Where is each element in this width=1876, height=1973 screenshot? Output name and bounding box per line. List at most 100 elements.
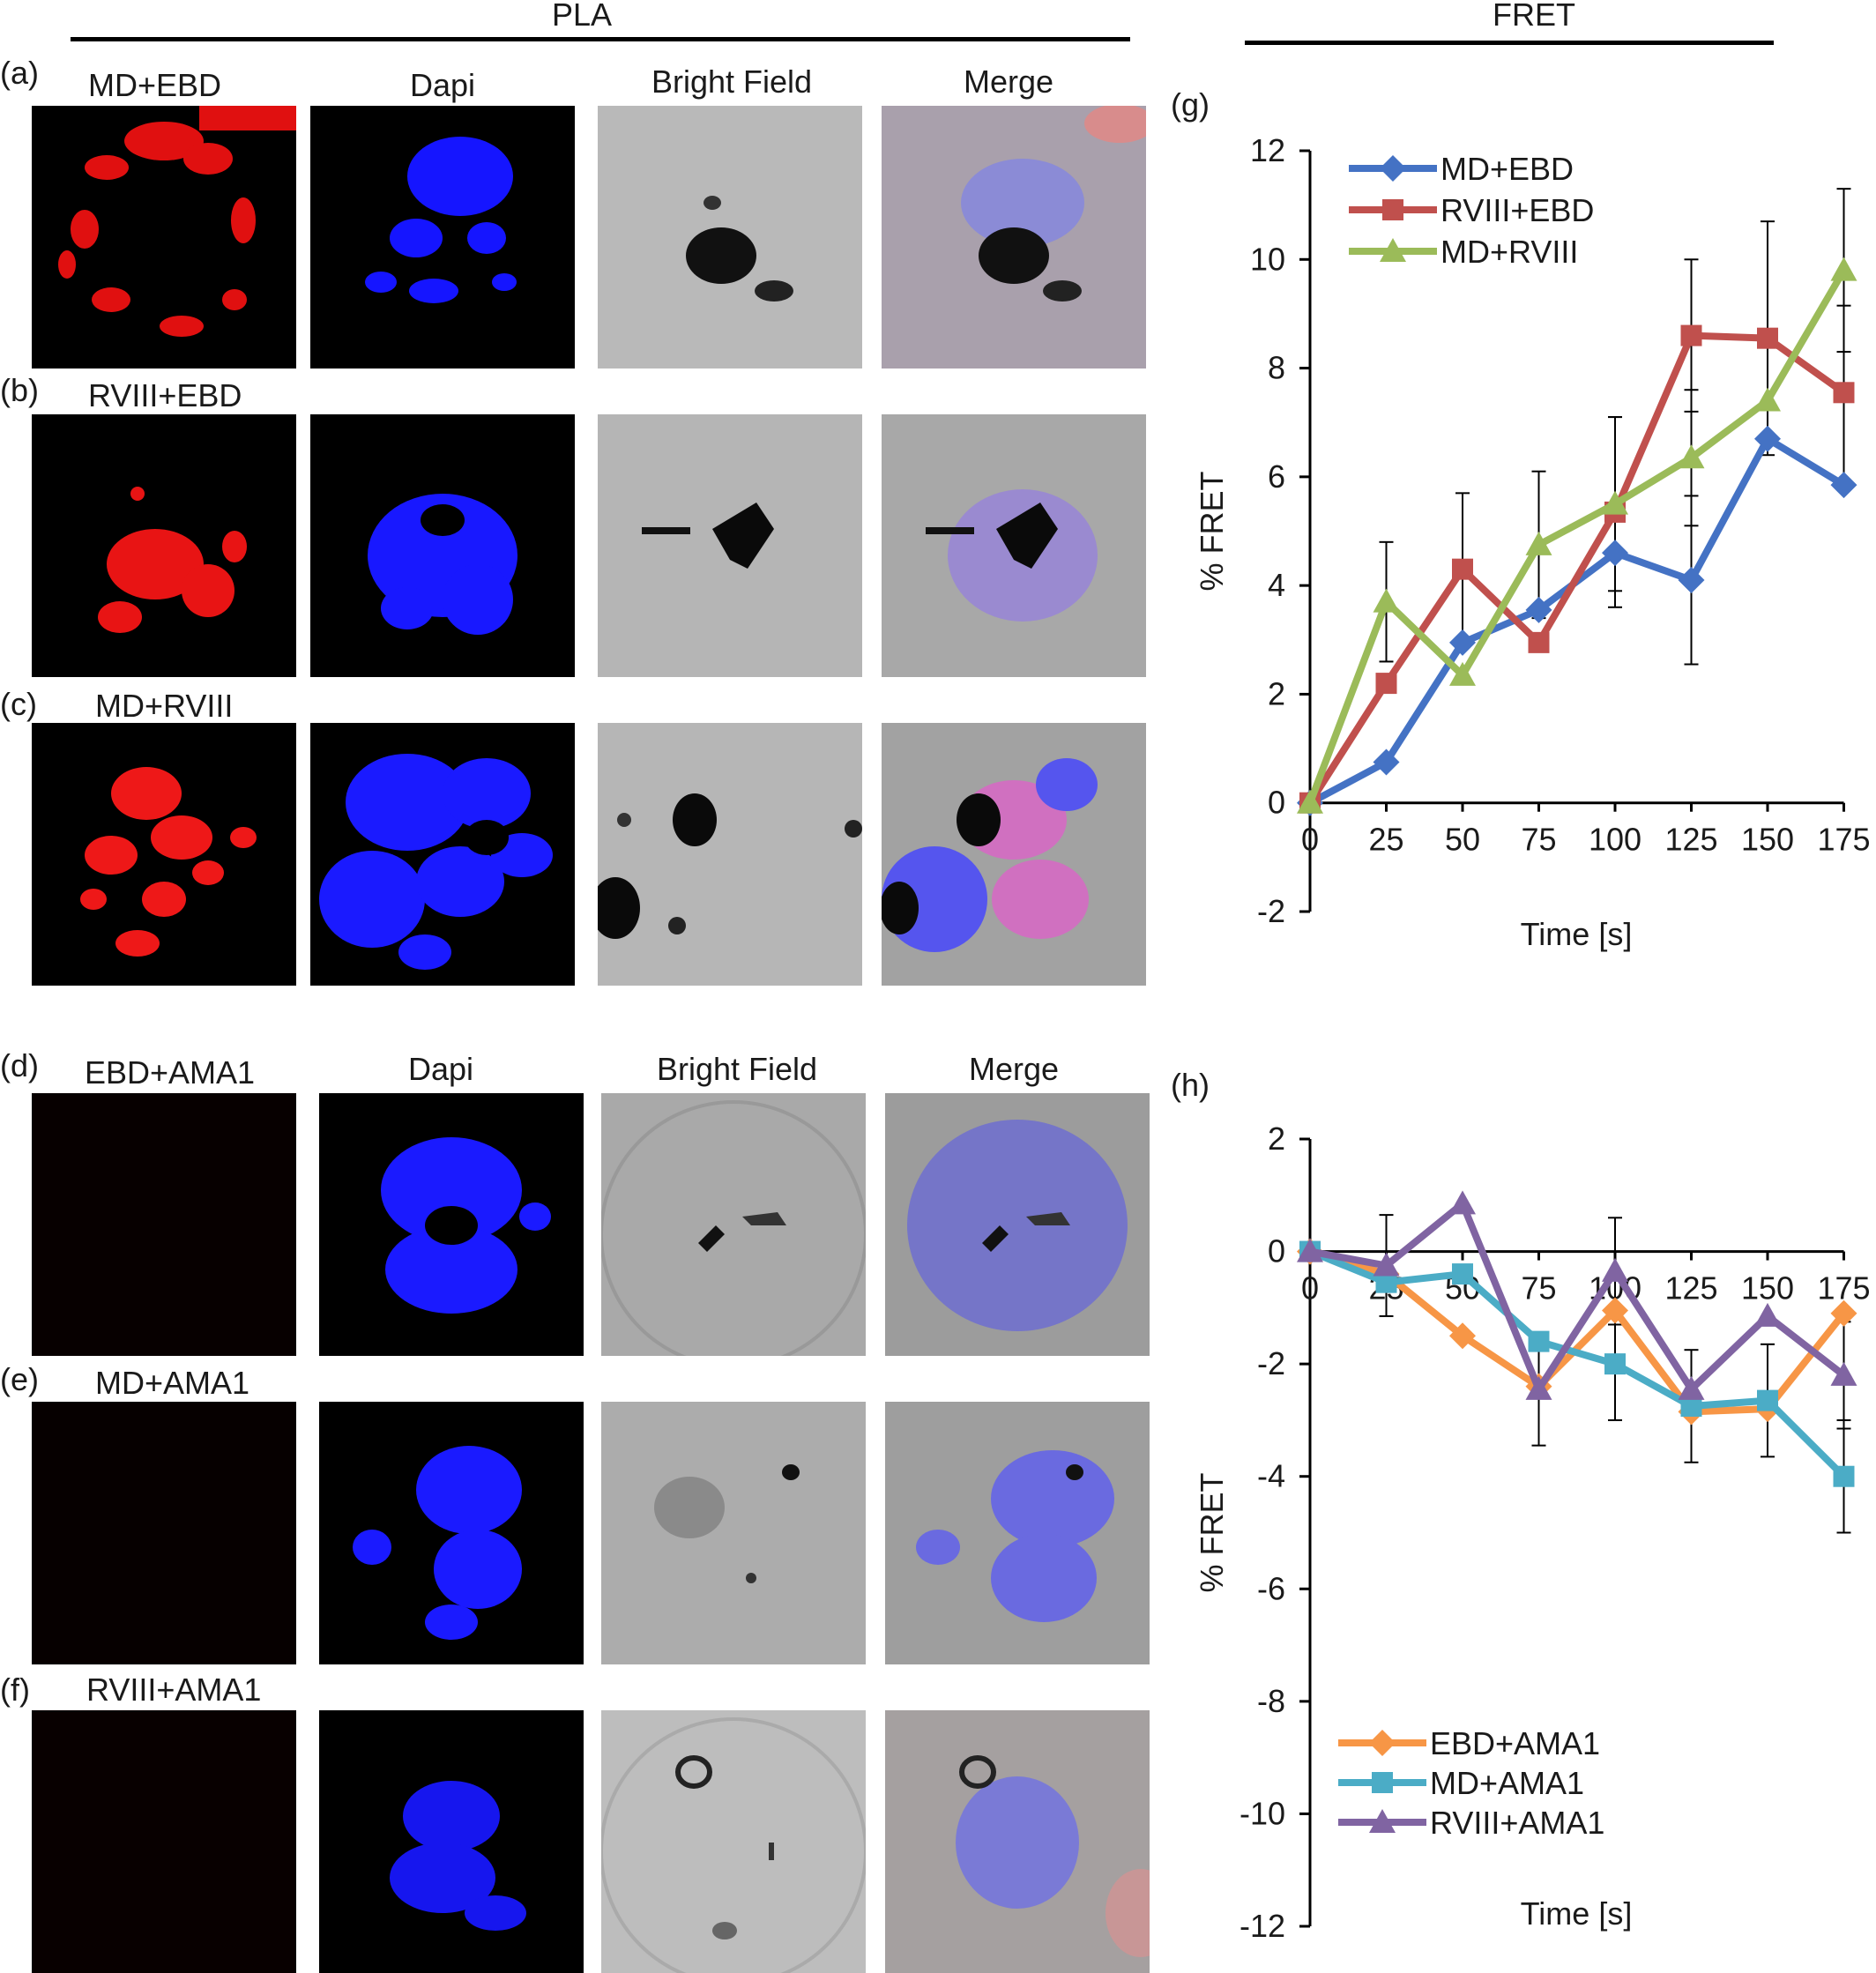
image-e-brightfield bbox=[601, 1402, 866, 1664]
panel-letter-d: (d) bbox=[0, 1047, 39, 1083]
image-b-brightfield bbox=[598, 414, 862, 677]
chart-h-y-tick-label: 2 bbox=[1268, 1121, 1285, 1157]
pla-section-rule bbox=[71, 37, 1130, 41]
chart-h-point bbox=[1602, 1257, 1628, 1282]
chart-h-point bbox=[1830, 1299, 1857, 1327]
chart-g-point bbox=[1830, 472, 1857, 499]
chart-g-point bbox=[1602, 490, 1628, 515]
chart-h-legend-label: MD+AMA1 bbox=[1430, 1765, 1584, 1801]
chart-g-y-tick-label: -2 bbox=[1257, 893, 1285, 929]
image-b-merge bbox=[882, 414, 1146, 677]
row-label-md-ebd: MD+EBD bbox=[88, 67, 222, 103]
chart-g-point bbox=[1757, 327, 1778, 349]
col-label-merge-top: Merge bbox=[963, 63, 1054, 100]
row-label-md-rviii: MD+RVIII bbox=[95, 688, 234, 724]
chart-g-point bbox=[1297, 789, 1323, 814]
image-c-dapi bbox=[310, 723, 575, 986]
image-e-merge bbox=[885, 1402, 1150, 1664]
chart-g-y-axis-title: % FRET bbox=[1194, 471, 1230, 591]
chart-h-series-line-2 bbox=[1309, 1200, 1846, 1393]
image-d-dapi bbox=[319, 1093, 584, 1356]
image-d-pla-red bbox=[32, 1093, 296, 1356]
image-b-dapi bbox=[310, 414, 575, 677]
chart-g-point bbox=[1833, 382, 1855, 404]
chart-g-x-tick-label: 100 bbox=[1589, 822, 1642, 858]
image-b-pla-red bbox=[32, 414, 296, 677]
chart-h-point bbox=[1678, 1375, 1705, 1400]
image-c-pla-red bbox=[32, 723, 296, 986]
chart-g-point bbox=[1525, 531, 1552, 555]
chart-g-y-tick-label: 12 bbox=[1250, 132, 1285, 168]
chart-g-point bbox=[1449, 661, 1476, 686]
image-c-merge bbox=[882, 723, 1146, 986]
chart-g-x-tick-label: 125 bbox=[1664, 822, 1717, 858]
image-f-merge bbox=[885, 1710, 1150, 1973]
chart-h-y-tick-label: -4 bbox=[1257, 1458, 1285, 1494]
panel-letter-c: (c) bbox=[0, 686, 37, 722]
chart-h-series-line-1 bbox=[1308, 1247, 1847, 1479]
image-e-pla-red bbox=[32, 1402, 296, 1664]
col-label-dapi-bottom: Dapi bbox=[407, 1051, 474, 1087]
pla-section-title: PLA bbox=[551, 0, 613, 33]
chart-h-point bbox=[1602, 1297, 1628, 1324]
chart-h-y-axis-title: % FRET bbox=[1194, 1472, 1230, 1592]
chart-h-x-tick-label: 125 bbox=[1664, 1270, 1717, 1307]
chart-g-x-tick-label: 50 bbox=[1445, 822, 1480, 858]
image-a-merge bbox=[882, 106, 1146, 369]
chart-g-point bbox=[1680, 324, 1702, 346]
chart-g-point bbox=[1678, 566, 1705, 593]
row-label-rviii-ebd: RVIII+EBD bbox=[88, 377, 242, 413]
chart-h-point bbox=[1449, 1322, 1476, 1350]
image-f-pla-red bbox=[32, 1710, 296, 1973]
chart-h-y-tick-label: 0 bbox=[1268, 1233, 1285, 1269]
chart-g-point bbox=[1525, 596, 1552, 623]
fret-section-title: FRET bbox=[1493, 0, 1575, 33]
chart-g-legend-marker bbox=[1382, 199, 1403, 220]
chart-g-point bbox=[1375, 673, 1397, 695]
chart-h-x-tick-label: 75 bbox=[1521, 1270, 1556, 1307]
col-label-brightfield-bottom: Bright Field bbox=[656, 1051, 818, 1087]
chart-g-x-tick-label: 150 bbox=[1741, 822, 1794, 858]
col-label-dapi-top: Dapi bbox=[409, 67, 476, 103]
chart-g-point bbox=[1449, 629, 1476, 656]
fret-section-rule bbox=[1245, 41, 1774, 45]
chart-h-point bbox=[1833, 1465, 1855, 1487]
image-f-dapi bbox=[319, 1710, 584, 1973]
row-label-ebd-ama1: EBD+AMA1 bbox=[85, 1054, 256, 1091]
row-label-rviii-ama1: RVIII+AMA1 bbox=[86, 1671, 262, 1708]
chart-g-point bbox=[1754, 425, 1781, 452]
chart-g-y-tick-label: 10 bbox=[1250, 241, 1285, 277]
image-d-merge bbox=[885, 1093, 1150, 1356]
image-d-brightfield bbox=[601, 1093, 866, 1356]
panel-letter-f: (f) bbox=[0, 1671, 30, 1708]
chart-h-point bbox=[1373, 1252, 1400, 1277]
chart-h-y-tick-label: -6 bbox=[1257, 1570, 1285, 1606]
chart-h-x-tick-label: 0 bbox=[1301, 1270, 1319, 1307]
chart-h-point bbox=[1528, 1330, 1550, 1352]
chart-h-point bbox=[1449, 1190, 1476, 1215]
chart-h-point bbox=[1754, 1302, 1781, 1327]
chart-h-y-tick-label: -10 bbox=[1240, 1795, 1285, 1831]
chart-g-x-tick-label: 25 bbox=[1368, 822, 1403, 858]
chart-g-x-tick-label: 75 bbox=[1521, 822, 1556, 858]
chart-g-y-tick-label: 4 bbox=[1268, 567, 1285, 603]
col-label-merge-bottom: Merge bbox=[968, 1051, 1060, 1087]
chart-g-legend-marker bbox=[1380, 155, 1406, 182]
row-label-md-ama1: MD+AMA1 bbox=[95, 1365, 250, 1401]
chart-g-series-line-2 bbox=[1306, 268, 1847, 805]
chart-h-point bbox=[1297, 1238, 1323, 1262]
chart-h-legend-marker bbox=[1369, 1809, 1396, 1833]
image-e-dapi bbox=[319, 1402, 584, 1664]
chart-h-y-tick-label: -8 bbox=[1257, 1683, 1285, 1719]
chart-g-series-line-0 bbox=[1308, 435, 1846, 807]
chart-h-legend-marker bbox=[1369, 1730, 1396, 1756]
chart-h-legend-marker bbox=[1372, 1772, 1393, 1793]
panel-letter-h: (h) bbox=[1171, 1067, 1210, 1103]
chart-h-y-tick-label: -12 bbox=[1240, 1908, 1285, 1944]
col-label-brightfield-top: Bright Field bbox=[651, 63, 813, 100]
image-c-brightfield bbox=[598, 723, 862, 986]
chart-g-point bbox=[1373, 588, 1400, 613]
chart-g-x-axis-title: Time [s] bbox=[1521, 916, 1633, 952]
image-f-brightfield bbox=[601, 1710, 866, 1973]
